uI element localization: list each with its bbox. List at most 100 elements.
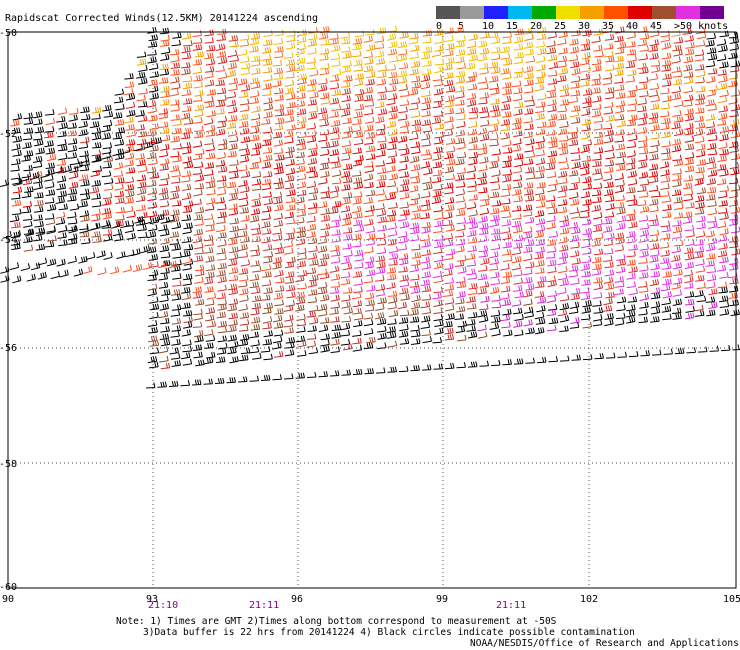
- wind-barb: [45, 189, 56, 196]
- wind-barb: [375, 160, 385, 167]
- wind-barb: [229, 246, 239, 254]
- wind-barb: [639, 264, 649, 272]
- wind-barb: [605, 291, 615, 299]
- wind-barb: [182, 278, 192, 286]
- wind-barb: [582, 228, 593, 235]
- wind-barb: [650, 316, 660, 323]
- wind-barb: [343, 126, 353, 134]
- wind-barb: [456, 276, 466, 284]
- wind-barb: [228, 267, 239, 275]
- wind-barb: [273, 147, 284, 155]
- wind-barb: [273, 51, 284, 59]
- wind-barb: [286, 189, 296, 197]
- wind-barb: [331, 161, 341, 169]
- wind-barb: [228, 135, 239, 143]
- wind-barb: [649, 176, 659, 184]
- wind-barb: [111, 220, 121, 229]
- wind-barb: [307, 252, 318, 260]
- wind-barb: [594, 232, 604, 240]
- wind-barb: [229, 41, 239, 48]
- wind-barb: [421, 204, 431, 212]
- wind-barb: [90, 169, 100, 177]
- wind-barb: [193, 228, 204, 236]
- wind-barb: [445, 224, 455, 232]
- wind-barb: [228, 84, 238, 92]
- wind-barb: [421, 240, 431, 248]
- wind-barb: [547, 54, 558, 61]
- wind-barb: [263, 39, 273, 46]
- wind-barb: [238, 243, 248, 252]
- wind-barb: [307, 99, 317, 106]
- wind-barb: [55, 196, 65, 204]
- wind-barb: [239, 333, 250, 341]
- wind-barb: [410, 365, 420, 372]
- wind-barb: [468, 282, 478, 290]
- wind-barb: [366, 153, 376, 161]
- wind-barb: [206, 188, 216, 196]
- wind-barb: [159, 295, 169, 303]
- wind-barb: [205, 58, 216, 66]
- wind-barb: [149, 361, 159, 369]
- wind-barb: [719, 169, 729, 177]
- wind-barb: [148, 34, 159, 42]
- lat-label-60: -60: [0, 582, 17, 593]
- wind-barb: [147, 356, 158, 364]
- wind-barb: [535, 224, 546, 232]
- wind-barb: [637, 185, 647, 193]
- wind-barb: [500, 314, 511, 322]
- wind-barb: [170, 289, 181, 296]
- wind-barb: [23, 118, 34, 125]
- wind-barb: [525, 239, 535, 247]
- wind-barb: [582, 176, 592, 184]
- wind-barb: [547, 91, 557, 99]
- wind-barb: [363, 51, 373, 59]
- wind-barb: [637, 105, 647, 113]
- wind-barb: [158, 112, 169, 120]
- wind-barb: [706, 75, 716, 84]
- wind-barb: [592, 103, 602, 111]
- wind-barb: [286, 256, 296, 264]
- wind-barb: [523, 306, 534, 314]
- wind-barb: [489, 322, 500, 330]
- wind-barb: [272, 191, 283, 199]
- wind-barb: [375, 274, 385, 282]
- wind-barb: [511, 263, 521, 271]
- wind-barb: [616, 151, 627, 159]
- wind-barb: [239, 39, 250, 47]
- wind-barb: [479, 199, 490, 207]
- wind-barb: [181, 329, 191, 337]
- wind-barb: [239, 155, 250, 163]
- wind-barb: [193, 313, 203, 321]
- wind-barb: [263, 103, 274, 111]
- wind-barb: [320, 157, 330, 165]
- wind-barb: [434, 327, 444, 335]
- wind-barb: [477, 54, 488, 62]
- wind-barb: [206, 351, 216, 359]
- wind-barb: [534, 291, 545, 298]
- wind-barb: [661, 196, 672, 203]
- wind-barb: [534, 230, 545, 239]
- wind-barb: [444, 49, 454, 57]
- wind-barb: [353, 286, 363, 294]
- wind-barb: [410, 155, 420, 163]
- wind-barb: [580, 287, 590, 294]
- wind-barb: [477, 76, 488, 84]
- wind-barb: [388, 202, 398, 209]
- wind-barb: [479, 281, 490, 288]
- wind-barb: [240, 68, 250, 76]
- wind-barb: [546, 309, 557, 317]
- wind-barb: [320, 339, 330, 347]
- wind-barb: [181, 352, 191, 360]
- wind-barb: [158, 310, 169, 319]
- wind-barb: [707, 53, 718, 61]
- wind-barb: [272, 256, 282, 264]
- wind-barb: [58, 153, 68, 161]
- wind-barb: [115, 214, 125, 221]
- wind-barb: [728, 124, 739, 132]
- wind-barb: [709, 345, 719, 352]
- wind-barb: [592, 160, 602, 167]
- wind-barb: [513, 57, 524, 65]
- wind-barb: [320, 317, 330, 324]
- wind-barb: [172, 143, 182, 150]
- wind-barb: [181, 192, 192, 201]
